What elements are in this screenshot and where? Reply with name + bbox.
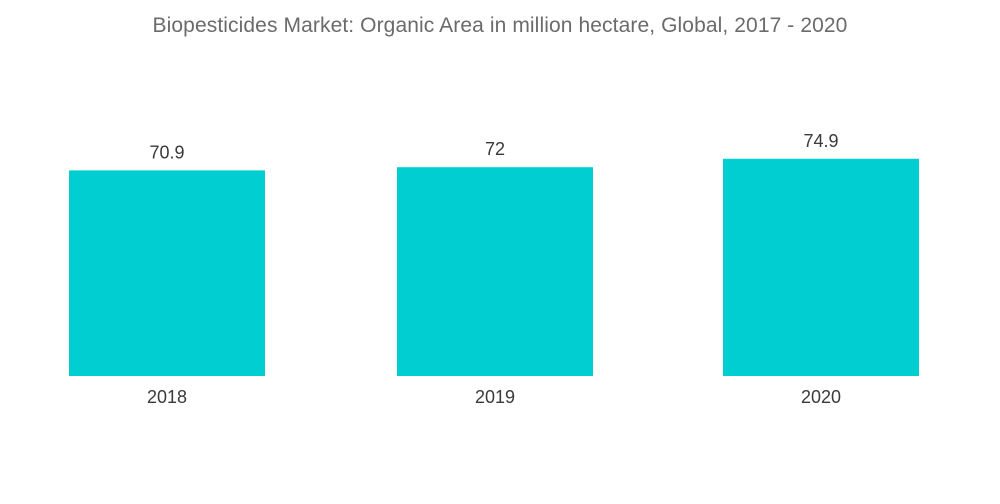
data-label-2018: 70.9	[149, 142, 184, 162]
x-tick-label-2020: 2020	[801, 387, 841, 407]
x-tick-label-2019: 2019	[475, 387, 515, 407]
bars-group	[69, 158, 919, 376]
x-tick-labels-group: 2018 2019 2020	[147, 387, 841, 407]
chart-title: Biopesticides Market: Organic Area in mi…	[152, 14, 848, 37]
bar-2019	[397, 167, 593, 376]
data-label-2020: 74.9	[803, 131, 838, 151]
data-label-2019: 72	[485, 139, 505, 159]
x-tick-label-2018: 2018	[147, 387, 187, 407]
bar-2018	[69, 170, 265, 376]
data-labels-group: 70.9 72 74.9	[149, 131, 838, 163]
bar-2020	[723, 158, 919, 376]
